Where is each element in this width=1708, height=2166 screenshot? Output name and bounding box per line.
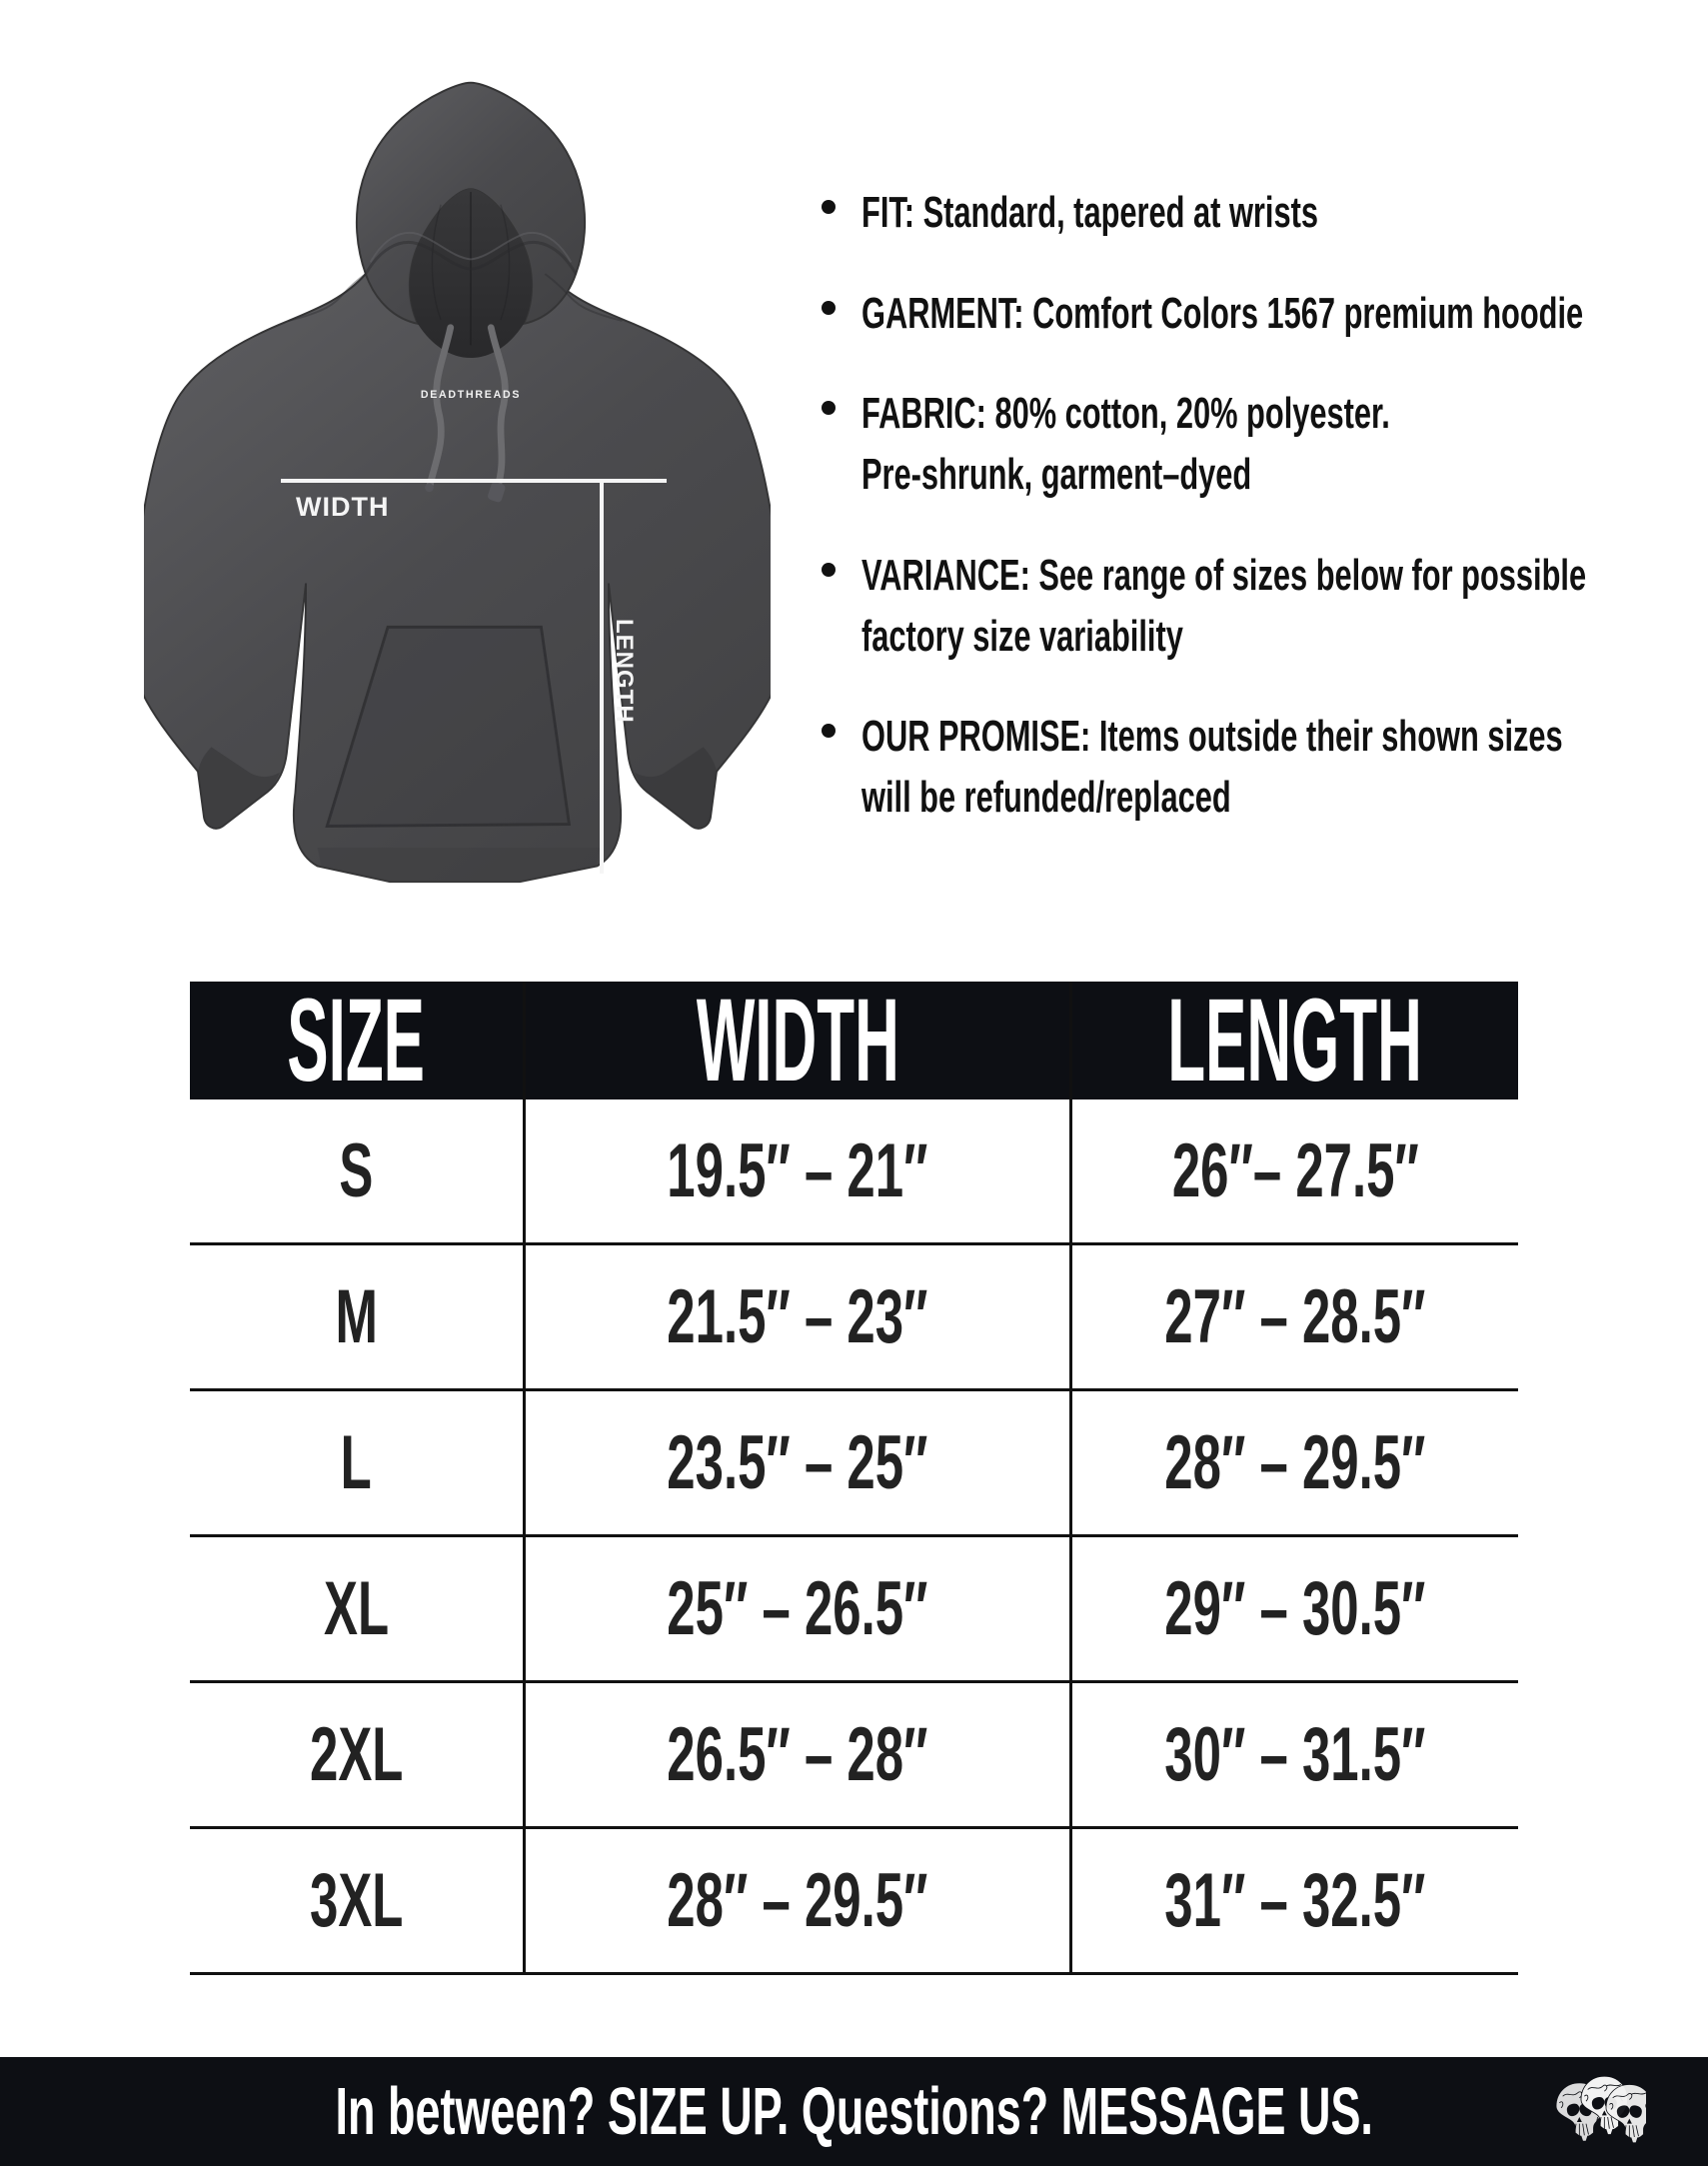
svg-text:DEADTHREADS: DEADTHREADS xyxy=(421,389,521,401)
